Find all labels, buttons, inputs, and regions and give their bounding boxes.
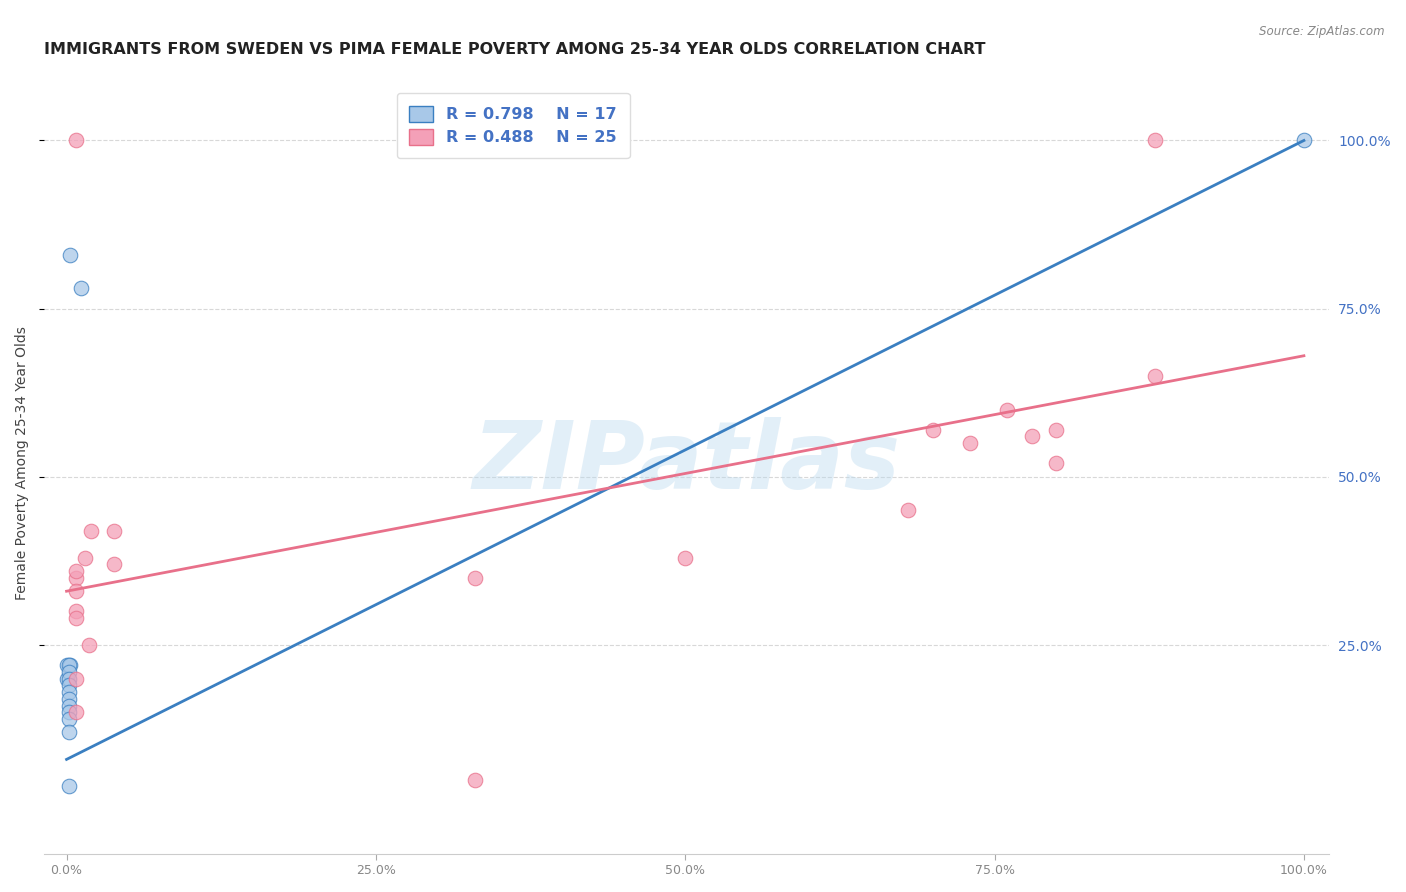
Point: [58, 672, 80, 686]
Point: [58, 685, 80, 699]
Text: ZIPatlas: ZIPatlas: [472, 417, 900, 509]
Point: [1292, 133, 1315, 147]
Point: [58, 712, 80, 726]
Point: [58, 725, 80, 739]
Point: [464, 571, 486, 585]
Point: [65, 604, 87, 618]
Point: [70, 281, 93, 295]
Text: Source: ZipAtlas.com: Source: ZipAtlas.com: [1260, 25, 1385, 38]
Point: [65, 133, 87, 147]
Point: [959, 436, 981, 450]
Point: [103, 558, 125, 572]
Point: [1144, 133, 1167, 147]
Text: IMMIGRANTS FROM SWEDEN VS PIMA FEMALE POVERTY AMONG 25-34 YEAR OLDS CORRELATION : IMMIGRANTS FROM SWEDEN VS PIMA FEMALE PO…: [44, 42, 986, 57]
Point: [1144, 368, 1167, 383]
Point: [65, 672, 87, 686]
Point: [59, 248, 82, 262]
Point: [77, 638, 100, 652]
Point: [103, 524, 125, 538]
Point: [1045, 423, 1067, 437]
Point: [58, 658, 80, 673]
Point: [464, 772, 486, 787]
Point: [58, 706, 80, 720]
Legend: R = 0.798    N = 17, R = 0.488    N = 25: R = 0.798 N = 17, R = 0.488 N = 25: [396, 93, 630, 158]
Point: [65, 584, 87, 599]
Point: [995, 402, 1018, 417]
Point: [65, 564, 87, 578]
Point: [1021, 429, 1043, 443]
Point: [65, 611, 87, 625]
Point: [75, 550, 97, 565]
Point: [65, 571, 87, 585]
Point: [58, 665, 80, 679]
Point: [58, 780, 80, 794]
Point: [59, 658, 82, 673]
Point: [673, 550, 696, 565]
Point: [58, 678, 80, 692]
Point: [897, 503, 920, 517]
Point: [55, 658, 77, 673]
Point: [55, 672, 77, 686]
Y-axis label: Female Poverty Among 25-34 Year Olds: Female Poverty Among 25-34 Year Olds: [15, 326, 30, 600]
Point: [921, 423, 943, 437]
Point: [58, 698, 80, 713]
Point: [58, 691, 80, 706]
Point: [1045, 456, 1067, 470]
Point: [65, 706, 87, 720]
Point: [80, 524, 103, 538]
